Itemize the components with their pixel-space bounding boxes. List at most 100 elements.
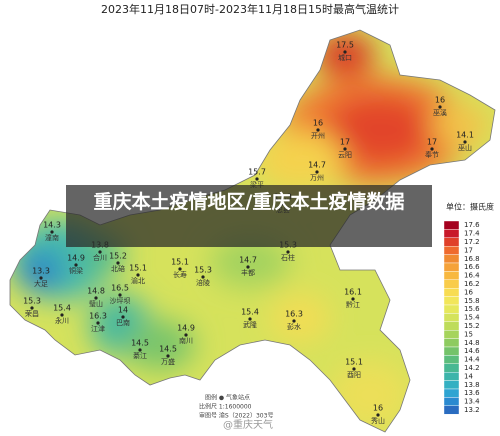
station-dot	[30, 306, 34, 310]
legend-swatch	[443, 237, 460, 247]
station-name: 北碚	[111, 264, 125, 273]
legend-swatch	[443, 355, 460, 364]
legend-swatch	[443, 254, 460, 264]
station-name: 巫山	[458, 143, 472, 152]
station-dot	[50, 230, 54, 234]
station-value: 16.5	[111, 284, 129, 293]
station-name: 永川	[55, 316, 69, 325]
station-dot	[376, 413, 380, 417]
station-dot	[246, 265, 250, 269]
station-value: 15.7	[248, 168, 266, 177]
station-value: 14.7	[239, 256, 257, 265]
legend-label: 15.6	[464, 305, 480, 313]
station-dot	[255, 177, 259, 181]
station-value: 15.4	[241, 308, 259, 317]
station-dot	[201, 275, 205, 279]
station-value: 16	[313, 119, 323, 128]
station-value: 15.2	[109, 252, 127, 261]
station-dot	[184, 333, 188, 337]
station-value: 14.7	[308, 161, 326, 170]
station-dot	[74, 263, 78, 267]
station-value: 15.3	[194, 266, 212, 275]
station-name: 云阳	[338, 150, 352, 159]
station-name: 涪陵	[196, 278, 210, 287]
legend-label: 14.8	[464, 339, 480, 347]
station-name: 万州	[310, 174, 324, 182]
legend-swatch	[443, 397, 460, 406]
station-value: 15.3	[23, 297, 41, 306]
legend-swatch	[443, 346, 460, 356]
station-name: 秀山	[371, 416, 385, 425]
station-value: 14.9	[67, 254, 85, 263]
legend-label: 17.6	[464, 221, 480, 229]
legend-swatch	[443, 321, 460, 331]
station-value: 15.4	[53, 304, 71, 313]
station-value: 14.3	[43, 221, 61, 230]
legend-swatch	[443, 296, 460, 306]
station-dot	[98, 250, 102, 254]
legend-label: 17	[464, 246, 473, 254]
legend-unit: 单位：摄氏度	[446, 202, 494, 212]
station-dot	[136, 273, 140, 277]
legend-swatch	[443, 313, 460, 322]
station-name: 丰都	[241, 268, 255, 277]
legend-label: 16	[464, 288, 473, 296]
watermark: @重庆天气	[223, 418, 273, 431]
station-value: 14.9	[177, 324, 195, 333]
legend-swatch	[443, 405, 460, 415]
legend-label: 15.4	[464, 314, 480, 322]
station-dot	[438, 105, 442, 109]
station-name: 璧山	[89, 299, 103, 308]
station-name: 梁平	[250, 180, 264, 189]
legend-label: 13.4	[464, 398, 480, 406]
legend-swatch	[443, 304, 460, 314]
station-dot	[166, 354, 170, 358]
station-name: 合川	[93, 253, 107, 262]
station-dot	[343, 50, 347, 54]
station-name: 长寿	[173, 270, 187, 279]
station-value: 15.1	[171, 258, 189, 267]
station-name: 巴南	[116, 318, 130, 327]
station-dot	[138, 348, 142, 352]
station-dot	[430, 147, 434, 151]
legend-swatch	[443, 388, 460, 398]
legend-note: 图例 ● 气象站点	[205, 394, 250, 402]
station-value: 15.1	[129, 264, 147, 273]
station-name: 铜梁	[69, 266, 83, 275]
station-dot	[352, 367, 356, 371]
station-name: 城口	[338, 54, 352, 62]
station-value: 14.8	[87, 287, 105, 296]
station-name: 綦江	[133, 351, 147, 360]
station-dot	[116, 261, 120, 265]
station-dot	[178, 267, 182, 271]
station-dot	[96, 321, 100, 325]
legend-label: 15	[464, 330, 473, 338]
legend-swatch	[443, 372, 460, 381]
station-dot	[60, 313, 64, 317]
legend-swatch	[443, 363, 460, 373]
station-name: 彭水	[287, 322, 301, 331]
legend-swatch	[443, 338, 460, 348]
station-dot	[39, 276, 43, 280]
legend-label: 13.2	[464, 406, 480, 414]
station-dot	[315, 170, 319, 174]
map-title: 2023年11月18日07时-2023年11月18日15时最高气温统计	[101, 2, 399, 16]
legend-label: 13.6	[464, 389, 480, 397]
station-value: 16.3	[89, 312, 107, 321]
station-name: 潼南	[45, 233, 59, 242]
legend-swatch	[443, 229, 460, 238]
legend-swatch	[443, 330, 460, 339]
station-value: 17	[427, 138, 437, 147]
station-name: 万盛	[161, 357, 175, 366]
station-name: 大足	[34, 279, 48, 288]
station-name: 荣昌	[25, 309, 39, 318]
station-dot	[292, 319, 296, 323]
legend-swatch	[443, 288, 460, 297]
legend-swatch	[443, 271, 460, 280]
legend-label: 14.2	[464, 364, 480, 372]
legend-swatch	[443, 220, 460, 230]
station-name: 南川	[179, 336, 193, 345]
overlay-title: 重庆本土疫情地区/重庆本土疫情数据	[66, 185, 432, 247]
station-name: 渝北	[131, 276, 145, 285]
